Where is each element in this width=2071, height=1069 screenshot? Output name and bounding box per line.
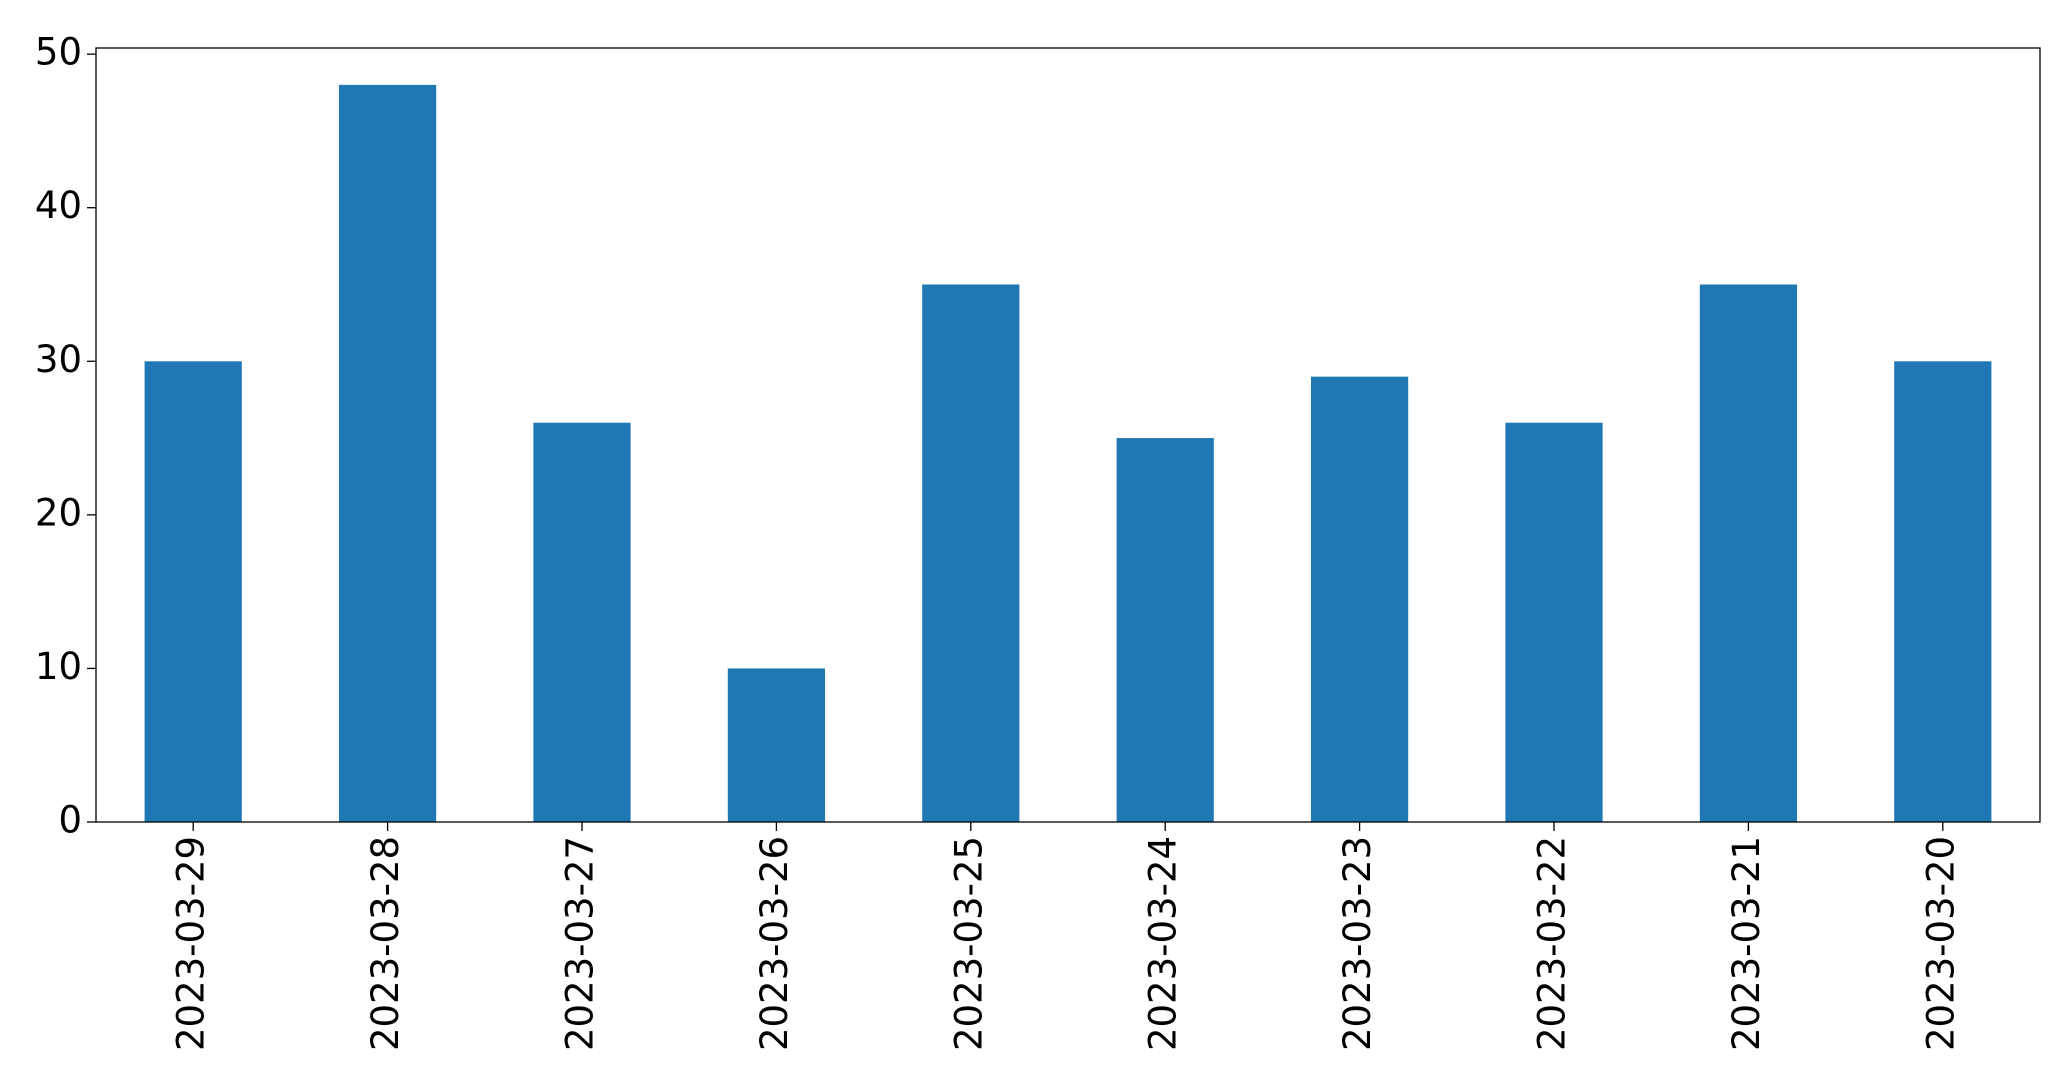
bar — [144, 361, 242, 822]
y-tick-label: 30 — [35, 338, 82, 381]
y-tick-label: 0 — [58, 799, 82, 842]
bar — [339, 84, 437, 823]
plot-frame — [95, 47, 2041, 823]
bar — [533, 422, 631, 822]
bar — [1505, 422, 1603, 822]
x-tick-label: 2023-03-27 — [559, 836, 602, 1051]
y-tick-label: 40 — [35, 184, 82, 227]
x-tick-label: 2023-03-29 — [170, 836, 213, 1051]
x-tick-label: 2023-03-21 — [1725, 836, 1768, 1051]
bar — [1894, 361, 1992, 822]
x-tick-label: 2023-03-26 — [753, 836, 796, 1051]
bar — [1311, 376, 1409, 822]
x-tick-label: 2023-03-20 — [1919, 836, 1962, 1051]
x-tick-label: 2023-03-22 — [1531, 836, 1574, 1051]
x-tick-label: 2023-03-24 — [1142, 836, 1185, 1051]
x-tick-label: 2023-03-25 — [947, 836, 990, 1051]
x-tick-label: 2023-03-28 — [364, 836, 407, 1051]
y-tick-label: 10 — [35, 645, 82, 688]
bar — [727, 668, 825, 822]
x-tick-label: 2023-03-23 — [1336, 836, 1379, 1051]
bar — [1116, 438, 1214, 822]
y-tick-label: 20 — [35, 491, 82, 534]
y-tick-label: 50 — [35, 31, 82, 74]
bar — [922, 284, 1020, 822]
bar — [1699, 284, 1797, 822]
